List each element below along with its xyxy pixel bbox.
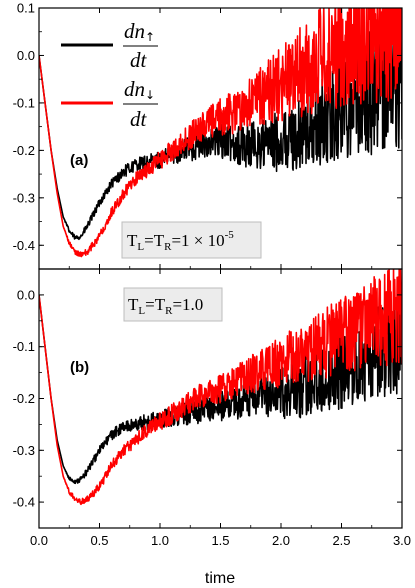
panel-b-ytick-label: 0.0	[17, 287, 35, 302]
xtick-label: 2.5	[332, 533, 350, 548]
annotation-b-box	[123, 287, 223, 322]
xtick-label: 1.0	[151, 533, 169, 548]
panel-a-ytick-label: 0.1	[17, 1, 35, 16]
panel-a-ytick-label: -0.1	[13, 95, 35, 110]
annotation-a: TL=TR=1 × 10-5	[121, 221, 262, 259]
legend: dn↑ dt dn↓ dt	[61, 19, 158, 131]
legend-dt-down-denominator: dt	[130, 107, 148, 131]
annotation-a-text: TL=TR=1 × 10-5	[127, 229, 234, 253]
axis-ticks: 0.1 0.0 -0.1 -0.2 -0.3 -0.4 0.0 -0.1 -0.2 -0.3 -0.…	[13, 1, 411, 549]
panel-b-ytick-label: -0.4	[13, 495, 35, 510]
panel-a-plot-area	[39, 8, 402, 258]
panel-a-ytick-label: -0.3	[13, 190, 35, 205]
xtick-label: 3.0	[393, 533, 411, 548]
panel-b-ytick-label: -0.1	[13, 339, 35, 354]
annotation-a-box	[121, 221, 262, 259]
panel-a-ytick-label: -0.4	[13, 238, 35, 253]
x-axis-label: time	[205, 570, 235, 587]
annotation-b-text: TL=TR=1.0	[128, 295, 203, 317]
panel-b-ytick-label: -0.3	[13, 443, 35, 458]
panel-a-label: (a)	[70, 152, 88, 169]
panel-b-ytick-label: -0.2	[13, 391, 35, 406]
panel-a-ytick-label: 0.0	[17, 48, 35, 63]
xtick-label: 2.0	[272, 533, 290, 548]
legend-dn-down-numerator: dn↓	[124, 77, 155, 102]
panel-b-series-red-line	[39, 269, 402, 506]
panel-a-ytick-label: -0.2	[13, 143, 35, 158]
panel-b-label: (b)	[70, 359, 89, 376]
xtick-label: 1.5	[211, 533, 229, 548]
legend-dt-up-denominator: dt	[130, 48, 148, 72]
xtick-label: 0.0	[30, 533, 48, 548]
panel-b-plot-area	[39, 269, 402, 506]
panel-a-series-black-line	[39, 12, 402, 241]
annotation-b: TL=TR=1.0	[123, 287, 223, 322]
legend-dn-up-numerator: dn↑	[124, 19, 155, 44]
xtick-label: 0.5	[90, 533, 108, 548]
